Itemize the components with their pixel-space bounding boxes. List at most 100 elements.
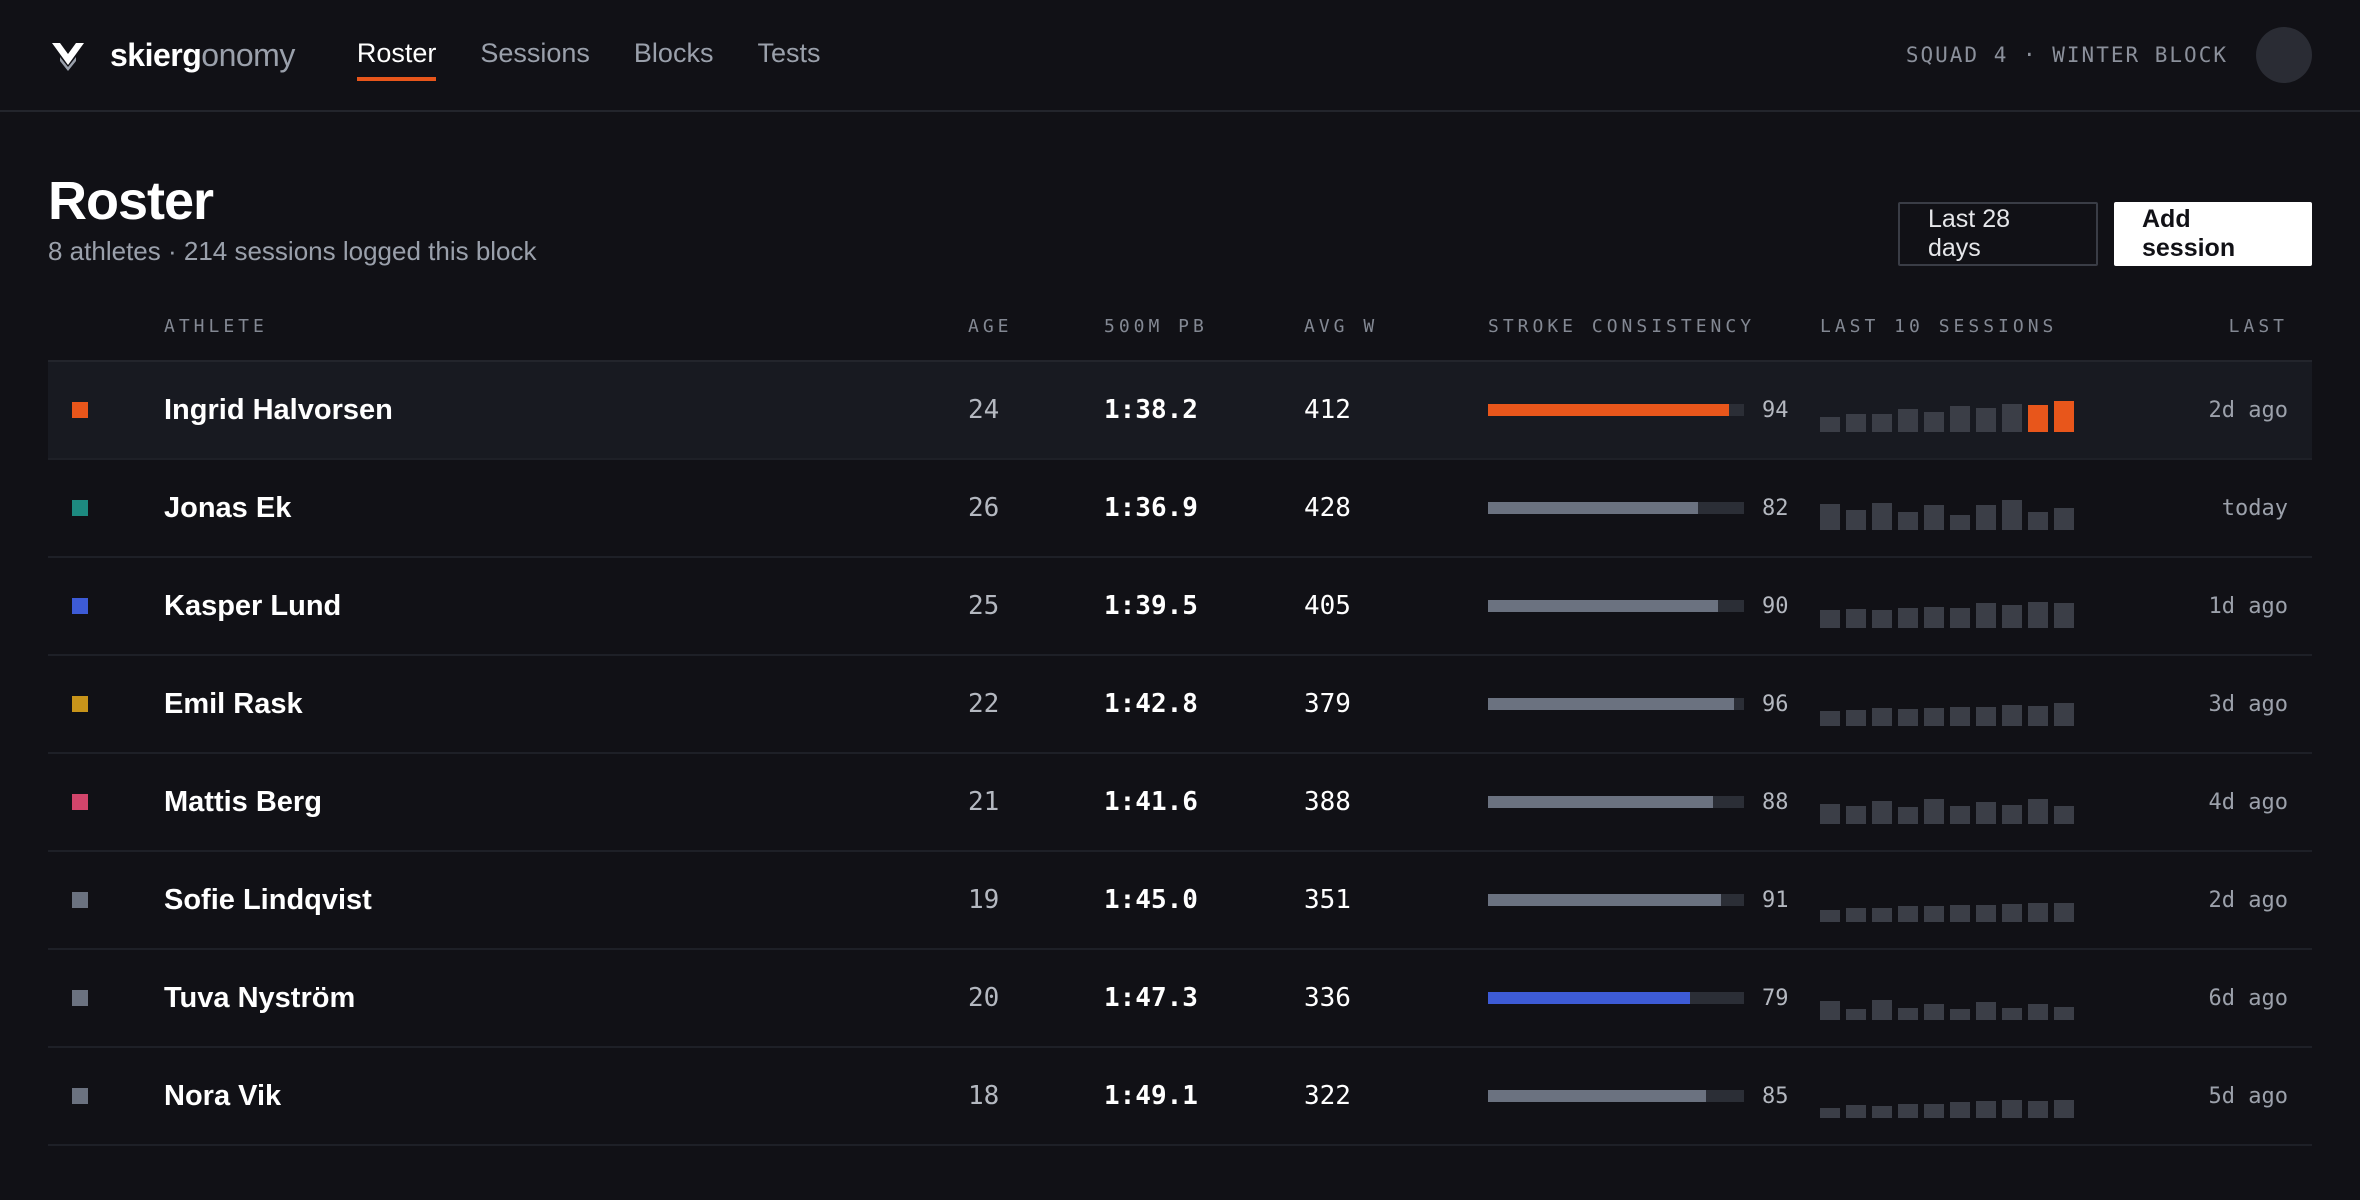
skierg-logo-icon — [52, 43, 84, 71]
session-bar — [1950, 406, 1970, 432]
session-bar — [1924, 708, 1944, 726]
session-bar — [1950, 1009, 1970, 1020]
table-row[interactable]: Tuva Nyström 20 1:47.3 336 79 6d ago — [48, 950, 2312, 1048]
last-sessions-cell — [1820, 558, 2074, 654]
athlete-avg-watts: 351 — [1304, 885, 1351, 915]
session-bar — [2028, 512, 2048, 530]
session-bar — [1846, 1009, 1866, 1020]
athlete-color-swatch — [72, 402, 88, 418]
last-session-time: 4d ago — [2208, 789, 2288, 815]
athlete-name[interactable]: Ingrid Halvorsen — [164, 393, 393, 426]
athlete-age: 18 — [968, 1081, 1000, 1111]
session-bar — [1924, 906, 1944, 922]
column-header-stroke-consistency[interactable]: STROKE CONSISTENCY — [1488, 316, 1756, 337]
last-session-time: today — [2221, 495, 2288, 521]
session-bar — [1872, 610, 1892, 628]
session-bar — [1898, 709, 1918, 726]
consistency-bar-track — [1488, 404, 1744, 416]
column-header-last-sessions[interactable]: LAST 10 SESSIONS — [1820, 316, 2058, 337]
stroke-consistency-cell: 85 — [1488, 1048, 1789, 1144]
athlete-name[interactable]: Sofie Lindqvist — [164, 883, 372, 916]
last-session-time: 2d ago — [2208, 397, 2288, 423]
session-bar — [2054, 903, 2074, 922]
table-row[interactable]: Nora Vik 18 1:49.1 322 85 5d ago — [48, 1048, 2312, 1146]
athlete-color-swatch — [72, 500, 88, 516]
session-bar — [1976, 1002, 1996, 1020]
athlete-avg-watts: 379 — [1304, 689, 1351, 719]
athlete-color-cell — [72, 558, 88, 654]
page-title: Roster — [48, 171, 214, 231]
session-bar — [1872, 1000, 1892, 1020]
last-sessions-cell — [1820, 1048, 2074, 1144]
session-bar — [1898, 512, 1918, 530]
add-session-button[interactable]: Add session — [2114, 202, 2312, 266]
athlete-name[interactable]: Mattis Berg — [164, 785, 322, 818]
consistency-bar-fill — [1488, 600, 1719, 612]
session-bar — [1924, 412, 1944, 432]
session-bar — [1950, 806, 1970, 824]
session-bar — [1976, 1101, 1996, 1118]
consistency-bar-fill — [1488, 1090, 1706, 1102]
consistency-value: 96 — [1762, 691, 1789, 717]
last-sessions-cell — [1820, 460, 2074, 556]
athlete-color-cell — [72, 1048, 88, 1144]
session-bar — [1872, 503, 1892, 530]
consistency-bar-track — [1488, 600, 1744, 612]
athlete-name[interactable]: Nora Vik — [164, 1079, 282, 1112]
stroke-consistency-cell: 82 — [1488, 460, 1789, 556]
athlete-name[interactable]: Jonas Ek — [164, 491, 292, 524]
last-sessions-cell — [1820, 852, 2074, 948]
session-bar — [1872, 1106, 1892, 1118]
nav-tab-sessions[interactable]: Sessions — [480, 37, 590, 68]
athlete-name[interactable]: Tuva Nyström — [164, 981, 356, 1014]
session-bar — [1898, 1008, 1918, 1020]
user-avatar[interactable] — [2256, 27, 2312, 83]
stroke-consistency-cell: 91 — [1488, 852, 1789, 948]
session-bar — [2028, 1004, 2048, 1020]
column-header-avg-watts[interactable]: AVG W — [1304, 316, 1379, 337]
consistency-value: 85 — [1762, 1083, 1789, 1109]
session-bar — [2054, 1100, 2074, 1118]
session-bar — [1820, 711, 1840, 726]
consistency-bar-track — [1488, 1090, 1744, 1102]
table-row[interactable]: Sofie Lindqvist 19 1:45.0 351 91 2d ago — [48, 852, 2312, 950]
nav-tab-roster[interactable]: Roster — [356, 38, 436, 81]
athlete-age: 22 — [968, 689, 1000, 719]
session-bar — [1820, 1001, 1840, 1020]
session-sparkline — [1820, 780, 2074, 824]
date-range-button[interactable]: Last 28 days — [1898, 202, 2098, 266]
session-bar — [2002, 705, 2022, 726]
table-row[interactable]: Mattis Berg 21 1:41.6 388 88 4d ago — [48, 754, 2312, 852]
table-row[interactable]: Jonas Ek 26 1:36.9 428 82 today — [48, 460, 2312, 558]
nav-tab-tests[interactable]: Tests — [757, 37, 821, 68]
consistency-value: 91 — [1762, 887, 1789, 913]
session-bar — [2028, 602, 2048, 628]
column-header-age[interactable]: AGE — [968, 316, 1013, 337]
table-body: Ingrid Halvorsen 24 1:38.2 412 94 2d ago Jonas… — [48, 362, 2312, 1146]
session-bar — [2002, 904, 2022, 922]
header-controls: Last 28 days Add session — [1898, 202, 2312, 266]
athlete-name[interactable]: Kasper Lund — [164, 589, 342, 622]
column-header-pb[interactable]: 500M PB — [1104, 316, 1208, 337]
athlete-500m-pb: 1:41.6 — [1104, 787, 1198, 817]
session-bar — [2028, 903, 2048, 922]
app-logo[interactable]: skiergonomy — [48, 35, 295, 75]
nav-tab-blocks[interactable]: Blocks — [633, 37, 714, 68]
table-row[interactable]: Kasper Lund 25 1:39.5 405 90 1d ago — [48, 558, 2312, 656]
table-row[interactable]: Emil Rask 22 1:42.8 379 96 3d ago — [48, 656, 2312, 754]
last-session-time: 2d ago — [2208, 887, 2288, 913]
session-bar — [1898, 409, 1918, 432]
athlete-avg-watts: 412 — [1304, 395, 1351, 425]
session-bar — [2002, 1100, 2022, 1118]
column-header-athlete[interactable]: ATHLETE — [164, 316, 268, 337]
session-bar — [2028, 706, 2048, 726]
stroke-consistency-cell: 79 — [1488, 950, 1789, 1046]
session-bar — [2002, 805, 2022, 824]
session-bar — [1924, 505, 1944, 530]
table-row[interactable]: Ingrid Halvorsen 24 1:38.2 412 94 2d ago — [48, 362, 2312, 460]
session-bar — [2054, 508, 2074, 530]
athlete-name[interactable]: Emil Rask — [164, 687, 303, 720]
squad-context-label: SQUAD 4 · WINTER BLOCK — [1905, 43, 2228, 67]
column-header-last[interactable]: LAST — [2228, 316, 2288, 337]
consistency-value: 82 — [1762, 495, 1789, 521]
